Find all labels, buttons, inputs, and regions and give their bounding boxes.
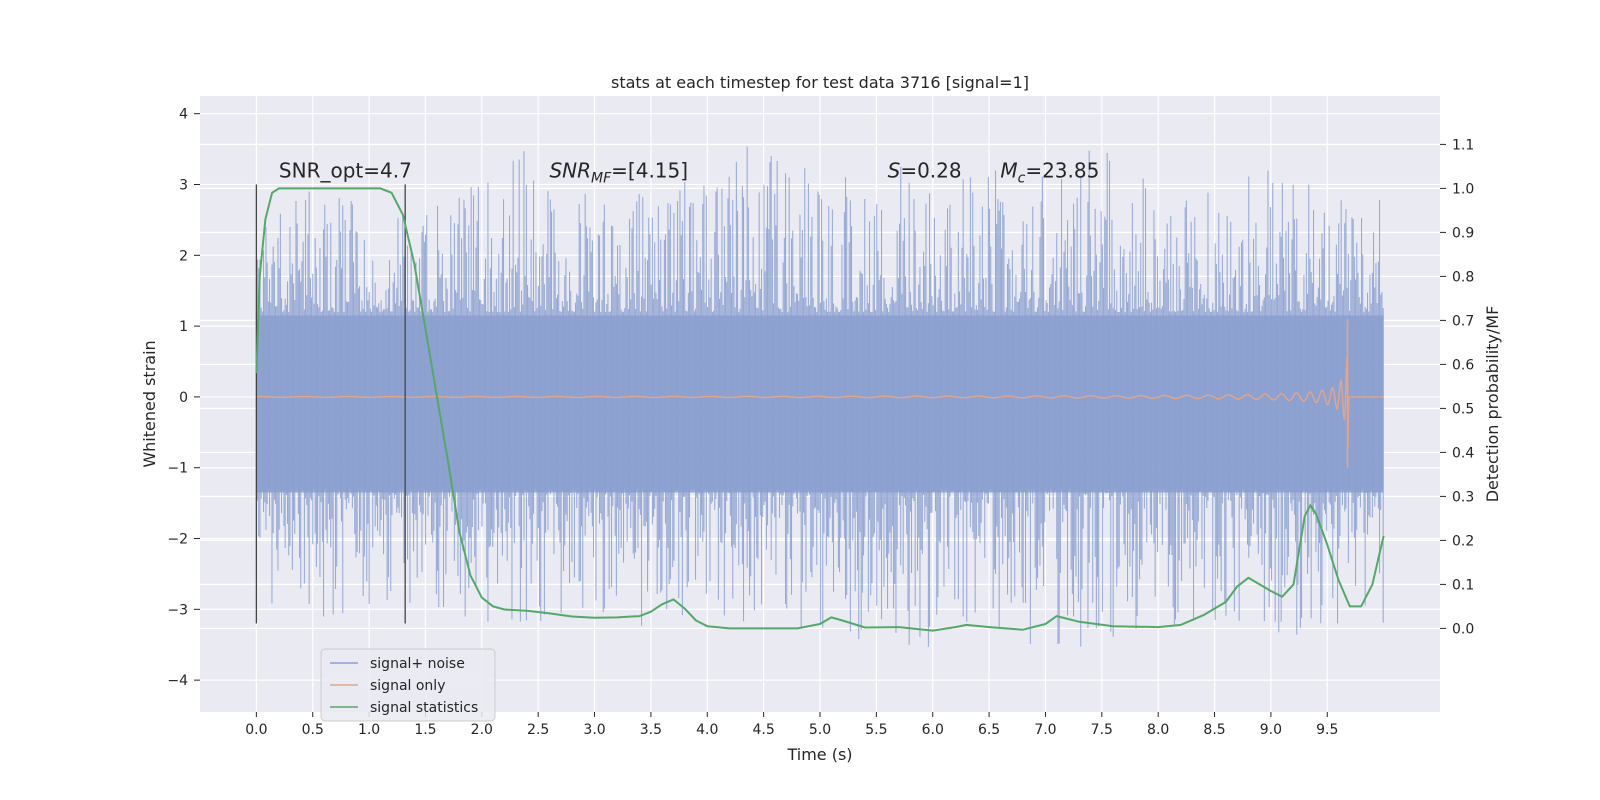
x-tick-label: 0.0 (245, 722, 267, 738)
annotation-main: S (888, 158, 901, 182)
x-tick-label: 5.0 (809, 722, 831, 738)
x-tick-label: 3.5 (640, 722, 662, 738)
y2-tick-label: 0.5 (1452, 401, 1474, 417)
x-tick-label: 2.0 (471, 722, 493, 738)
y2-tick-label: 1.0 (1452, 181, 1474, 197)
annotation-main: SNR_opt=4.7 (279, 158, 412, 182)
legend-box (320, 648, 496, 722)
annotation-value: =23.85 (1025, 158, 1099, 182)
annotation-text: SNRMF=[4.15] (549, 158, 688, 186)
chart-title: stats at each timestep for test data 371… (611, 73, 1029, 92)
x-tick-label: 7.5 (1091, 722, 1113, 738)
x-tick-label: 4.0 (696, 722, 718, 738)
y2-tick-label: 0.7 (1452, 313, 1474, 329)
x-tick-label: 9.5 (1316, 722, 1338, 738)
x-tick-label: 4.5 (753, 722, 775, 738)
signal-only-line (256, 357, 1384, 449)
y2-tick-label: 0.0 (1452, 621, 1474, 637)
x-tick-label: 6.0 (922, 722, 944, 738)
x-tick-label: 1.5 (414, 722, 436, 738)
legend-label-signal-noise: signal+ noise (370, 656, 465, 672)
x-tick-label: 7.0 (1034, 722, 1056, 738)
y2-tick-label: 0.8 (1452, 269, 1474, 285)
legend-label-signal-statistics: signal statistics (370, 700, 478, 716)
x-tick-label: 0.5 (302, 722, 324, 738)
x-axis-label: Time (s) (786, 745, 852, 764)
legend: signal+ noise signal only signal statist… (320, 648, 496, 722)
series-signal-only (256, 319, 1384, 468)
y2-tick-label: 0.4 (1452, 445, 1474, 461)
legend-label-signal-only: signal only (370, 678, 445, 694)
annotation-text: Mc=23.85 (1000, 158, 1099, 186)
annotation-text: SNR_opt=4.7 (279, 158, 412, 182)
y-tick-label: 4 (179, 107, 188, 123)
x-axis-ticks: 0.0 0.5 1.0 1.5 2.0 2.5 3.0 3.5 4.0 4.5 5.0 5.5 6.0 6… (245, 712, 1338, 738)
annotation-value: =[4.15] (611, 158, 688, 182)
y-tick-label: 0 (179, 390, 188, 406)
y-tick-label: 2 (179, 248, 188, 264)
y2-tick-label: 0.1 (1452, 577, 1474, 593)
y-axis-label: Whitened strain (140, 340, 159, 467)
y2-tick-label: 1.1 (1452, 137, 1474, 153)
y-tick-label: 3 (179, 178, 188, 194)
x-tick-label: 9.0 (1260, 722, 1282, 738)
y2-axis-label: Detection probability/MF (1483, 306, 1502, 503)
series-signal-statistics (255, 187, 1385, 632)
x-tick-label: 2.5 (527, 722, 549, 738)
x-tick-label: 8.0 (1147, 722, 1169, 738)
y2-tick-label: 0.2 (1452, 533, 1474, 549)
annotation-subscript: c (1018, 170, 1026, 186)
x-tick-label: 6.5 (978, 722, 1000, 738)
annotation-subscript: MF (591, 170, 612, 186)
vertical-markers (255, 184, 406, 624)
annotations: SNR_opt=4.7 SNRMF=[4.15] S=0.28 Mc=23.85 (279, 158, 1099, 186)
y-tick-label: −2 (167, 532, 188, 548)
x-tick-label: 8.5 (1203, 722, 1225, 738)
signal-statistics-line (255, 187, 1385, 632)
annotation-main: SNR (549, 158, 591, 182)
x-tick-label: 3.0 (583, 722, 605, 738)
y2-tick-label: 0.9 (1452, 225, 1474, 241)
y-axis-ticks: 4 3 2 1 0 −1 −2 −3 −4 (167, 107, 200, 689)
y2-tick-label: 0.6 (1452, 357, 1474, 373)
y-tick-label: 1 (179, 319, 188, 335)
x-tick-label: 5.5 (865, 722, 887, 738)
annotation-text: S=0.28 (888, 158, 962, 182)
y2-axis-ticks: 1.1 1.0 0.9 0.8 0.7 0.6 0.5 0.4 0.3 0.2 0.1 0.0 (1440, 137, 1474, 637)
y-tick-label: −4 (167, 673, 188, 689)
x-tick-label: 1.0 (358, 722, 380, 738)
annotation-value: =0.28 (900, 158, 961, 182)
annotation-main: M (1000, 158, 1017, 182)
series-signal-noise (255, 146, 1384, 647)
y2-tick-label: 0.3 (1452, 489, 1474, 505)
y-tick-label: −3 (167, 602, 188, 618)
y-tick-label: −1 (167, 461, 188, 477)
